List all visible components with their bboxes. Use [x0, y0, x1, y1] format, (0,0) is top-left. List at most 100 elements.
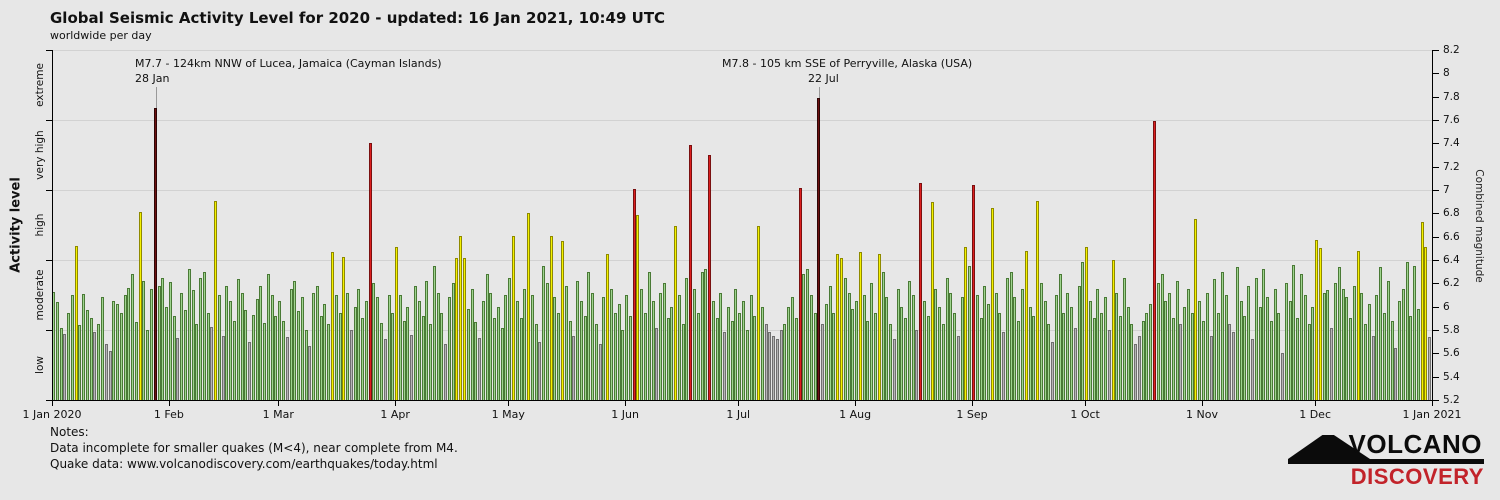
bar-day-290 [1141, 320, 1145, 400]
bar-day-329 [1288, 300, 1292, 400]
bar-day-300 [1179, 324, 1183, 400]
bar-day-33 [172, 316, 176, 400]
bar-day-209 [836, 254, 840, 400]
bar-day-139 [572, 335, 576, 400]
bar-day-78 [342, 256, 346, 400]
bar-day-83 [361, 318, 365, 400]
bar-day-276 [1088, 300, 1092, 400]
bar-day-64 [289, 289, 293, 400]
bar-day-200 [802, 274, 806, 400]
bar-day-16 [108, 351, 112, 400]
bar-day-251 [994, 292, 998, 400]
bar-day-221 [881, 271, 885, 400]
bar-day-62 [282, 320, 285, 400]
month-tick [855, 401, 857, 406]
bar-day-146 [598, 344, 602, 400]
notes-heading: Notes: [50, 425, 89, 439]
annotation-pointer-line [155, 87, 157, 109]
bar-day-299 [1175, 281, 1179, 400]
bar-day-315 [1235, 267, 1239, 400]
bar-day-87 [376, 297, 380, 400]
bar-day-348 [1360, 292, 1364, 400]
bar-day-44 [214, 200, 218, 400]
bar-day-302 [1186, 289, 1190, 400]
activity-level-label-low: low [34, 356, 46, 374]
bar-day-94 [402, 320, 406, 400]
bar-day-6 [70, 295, 74, 400]
bar-day-7 [74, 246, 78, 400]
bar-day-100 [425, 281, 429, 400]
bar-day-41 [202, 271, 206, 400]
bar-day-91 [391, 312, 395, 400]
bar-day-102 [432, 265, 436, 400]
month-tick [168, 401, 170, 406]
bar-day-4 [63, 333, 67, 400]
volcanodiscovery-logo[interactable]: VOLCANO DISCOVERY [1288, 429, 1484, 490]
bar-day-50 [236, 278, 240, 400]
bar-day-30 [161, 277, 165, 400]
logo-word-volcano: VOLCANO [1348, 429, 1482, 459]
bar-day-163 [662, 283, 666, 400]
bar-day-313 [1228, 324, 1232, 400]
bar-day-271 [1070, 306, 1074, 400]
magnitude-tick-label: 5.2 [1443, 394, 1460, 406]
bar-day-151 [617, 304, 621, 400]
bar-day-17 [112, 300, 116, 400]
bar-day-177 [715, 318, 719, 400]
bar-day-308 [1209, 335, 1213, 400]
bar-day-186 [749, 295, 753, 400]
bar-day-115 [481, 300, 485, 400]
bar-day-155 [632, 188, 636, 400]
bar-day-71 [315, 285, 319, 400]
bar-day-332 [1300, 274, 1304, 400]
bar-day-126 [523, 289, 527, 400]
bar-day-135 [557, 312, 561, 400]
magnitude-tick-label: 5.8 [1443, 324, 1460, 336]
right-axis-tick [1433, 50, 1439, 51]
right-axis-title: Combined magnitude [1473, 169, 1485, 283]
bar-day-189 [760, 306, 764, 400]
bar-day-215 [858, 251, 862, 400]
bar-day-268 [1058, 274, 1062, 400]
month-label: 1 May [491, 408, 525, 421]
bar-day-217 [866, 320, 870, 400]
right-axis-tick [1433, 260, 1439, 261]
bar-day-338 [1322, 292, 1326, 400]
bar-day-279 [1100, 312, 1104, 400]
bar-day-140 [576, 281, 580, 400]
bar-day-138 [568, 320, 572, 400]
bar-day-198 [794, 318, 798, 400]
bar-day-161 [655, 327, 659, 400]
bar-day-168 [681, 324, 685, 400]
bar-day-55 [255, 298, 259, 400]
bar-day-354 [1382, 312, 1386, 400]
bar-day-224 [892, 339, 896, 400]
bar-day-37 [187, 269, 191, 400]
bar-day-60 [274, 316, 278, 400]
bar-day-169 [685, 277, 689, 400]
bar-day-351 [1371, 335, 1375, 400]
magnitude-tick-label: 7 [1443, 184, 1450, 196]
bar-day-80 [349, 330, 353, 400]
bar-day-32 [168, 282, 172, 400]
notes-line-2: Quake data: www.volcanodiscovery.com/ear… [50, 457, 438, 471]
month-tick [395, 401, 397, 406]
bar-day-274 [1081, 262, 1085, 400]
magnitude-tick-label: 6.4 [1443, 254, 1460, 266]
bar-day-327 [1281, 353, 1285, 400]
bar-day-263 [1039, 283, 1043, 400]
bar-day-38 [191, 290, 195, 400]
bar-day-77 [338, 312, 342, 400]
bar-day-185 [745, 330, 749, 400]
bar-day-255 [1009, 271, 1013, 400]
bar-day-129 [534, 324, 538, 400]
bar-day-29 [157, 285, 161, 400]
bar-day-364 [1420, 221, 1424, 400]
bar-day-93 [398, 295, 402, 400]
bar-day-197 [791, 297, 795, 400]
bar-day-312 [1224, 295, 1228, 400]
bar-day-243 [964, 247, 968, 400]
bar-day-254 [1005, 277, 1009, 400]
bar-day-326 [1277, 312, 1281, 400]
bar-day-262 [1036, 200, 1040, 400]
